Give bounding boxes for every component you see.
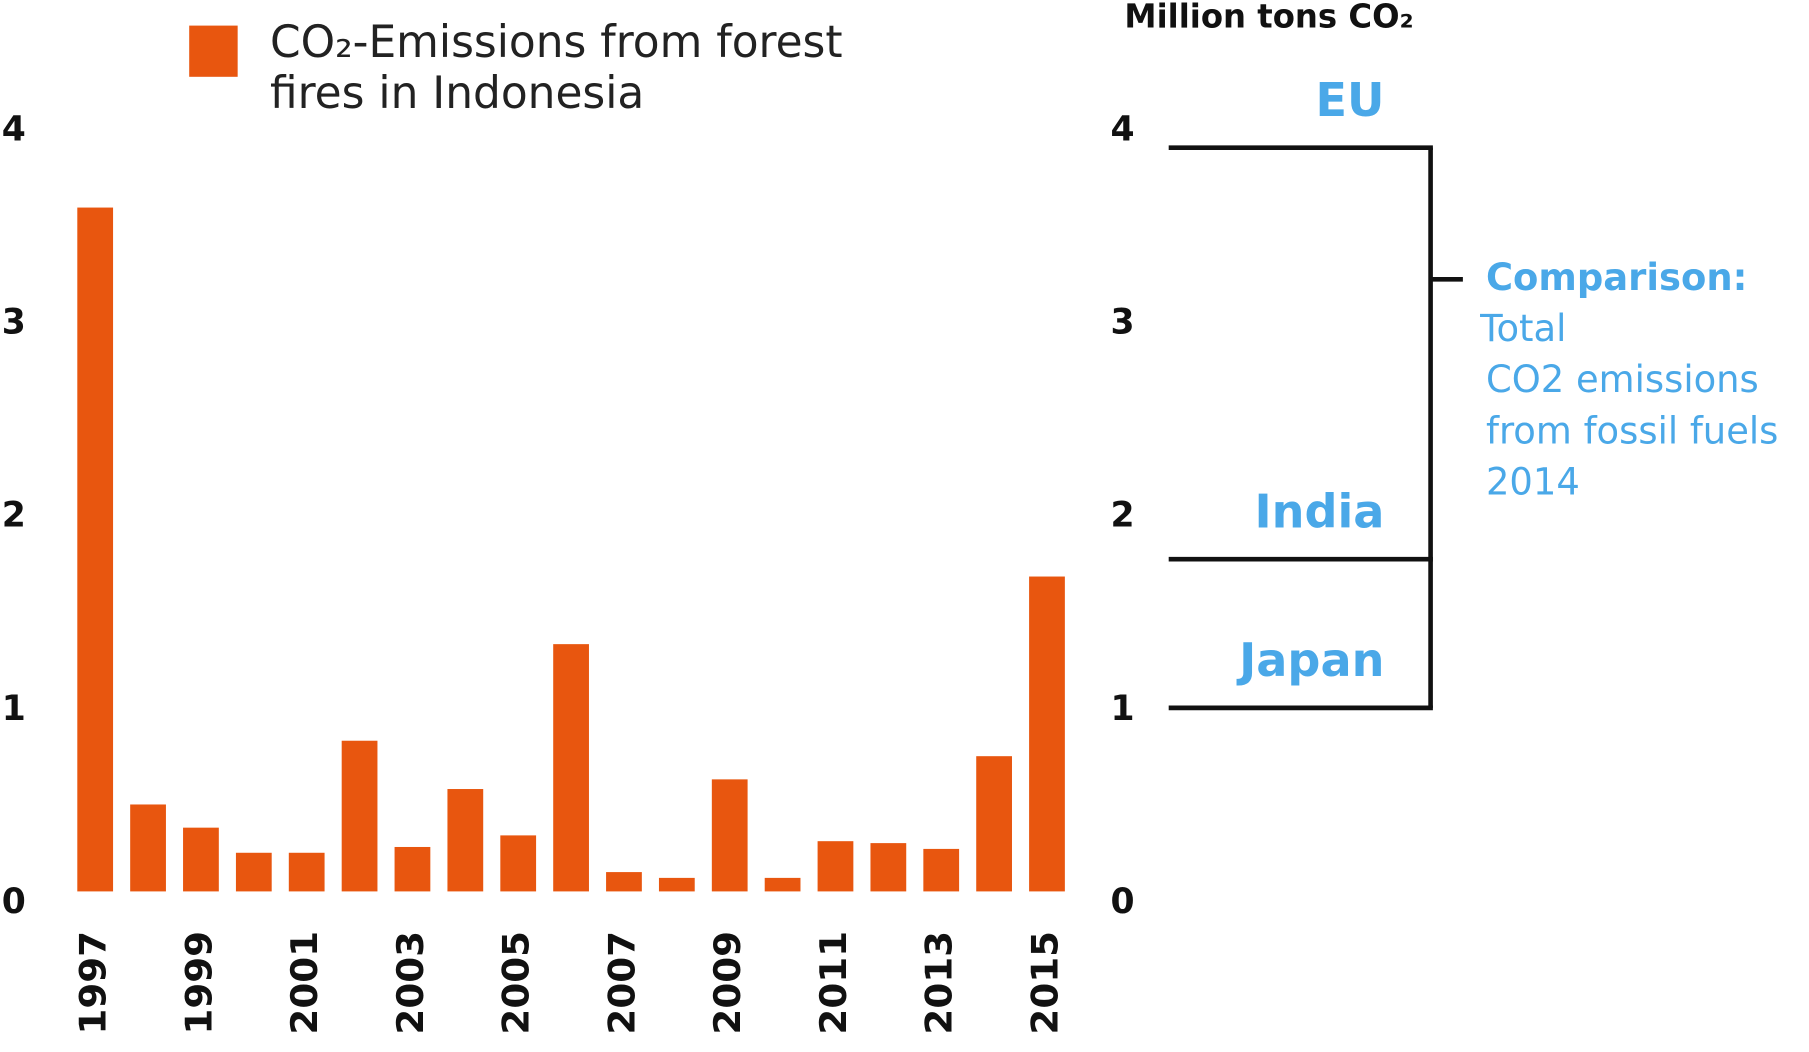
bar: [183, 827, 219, 892]
bar: [500, 835, 537, 892]
bar: [658, 877, 695, 892]
axis-title: Million tons CO₂: [1124, 0, 1413, 36]
comparison-text: CO2 emissions: [1486, 358, 1759, 401]
bar: [870, 843, 907, 892]
bar: [1029, 576, 1065, 892]
bar: [976, 756, 1012, 892]
x-tick-label: 2013: [918, 931, 961, 1035]
x-tick-label: 2007: [601, 931, 644, 1035]
x-tick-label: 2003: [389, 931, 432, 1035]
bar: [764, 877, 801, 892]
legend-label: CO₂-Emissions from forest fires in Indon…: [269, 16, 843, 119]
x-tick-label: 2011: [812, 931, 855, 1035]
y-tick-label: 2: [2, 496, 26, 536]
reference-label: Japan: [1236, 633, 1384, 687]
y-tick-label: 0: [1111, 882, 1135, 922]
x-tick-label: 1999: [178, 931, 221, 1035]
comparison-text: Total: [1479, 307, 1566, 350]
y-tick-label: 4: [2, 109, 26, 149]
y-tick-label: 3: [1111, 302, 1135, 342]
y-tick-label: 1: [2, 689, 26, 729]
bar: [394, 846, 431, 892]
y-tick-label: 4: [1111, 109, 1135, 149]
bar: [553, 644, 589, 892]
x-tick-label: 2015: [1024, 931, 1067, 1035]
bar: [77, 207, 114, 892]
reference-label: EU: [1315, 73, 1384, 127]
x-tick-label: 1997: [72, 931, 115, 1035]
legend: CO₂-Emissions from forest fires in Indon…: [269, 16, 843, 119]
bar: [288, 852, 325, 892]
bar: [923, 848, 960, 892]
y-tick-label: 0: [2, 882, 26, 922]
legend-swatch: [189, 25, 238, 77]
x-tick-label: 2009: [706, 931, 749, 1035]
y-tick-label: 3: [2, 302, 26, 342]
comparison-text: from fossil fuels: [1486, 409, 1778, 452]
bar: [235, 852, 272, 892]
y-tick-label: 2: [1111, 496, 1135, 536]
comparison-title: Comparison:: [1486, 256, 1747, 299]
y-tick-label: 1: [1111, 689, 1135, 729]
comparison-text: 2014: [1486, 461, 1580, 504]
x-tick-label: 2005: [495, 931, 538, 1035]
x-tick-label: 2001: [283, 931, 326, 1035]
bar: [130, 804, 166, 892]
bar: [711, 779, 748, 892]
bar: [817, 841, 854, 892]
reference-label: India: [1254, 484, 1384, 538]
bar: [606, 872, 642, 892]
bar: [341, 740, 378, 892]
bar: [447, 789, 484, 892]
